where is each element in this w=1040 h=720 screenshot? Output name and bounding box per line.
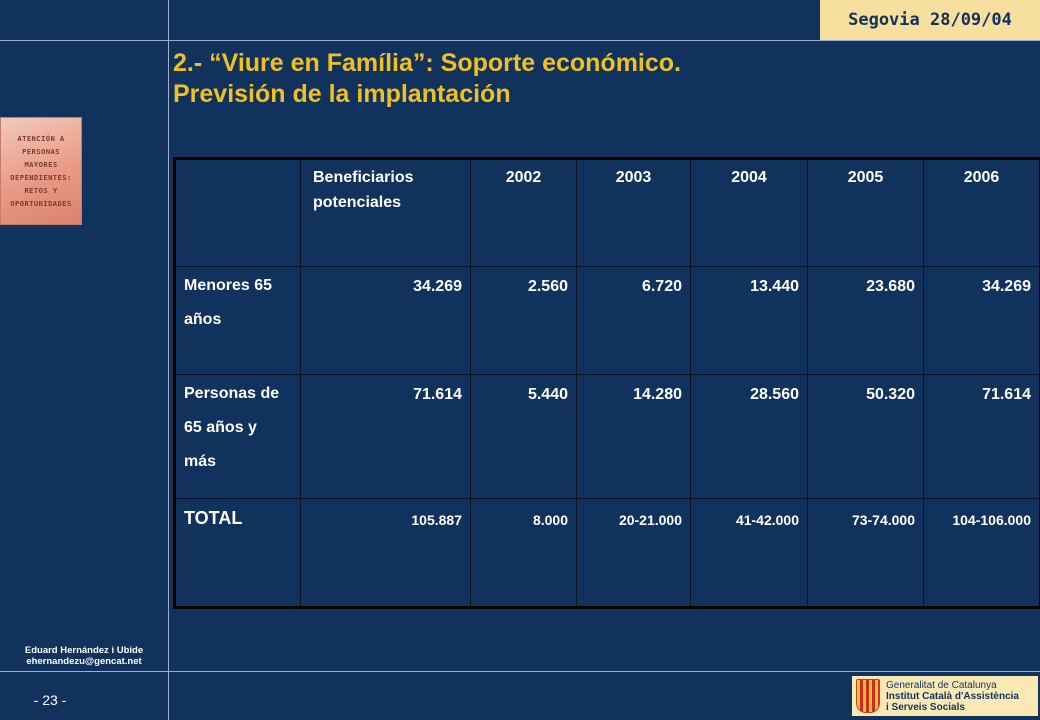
table-header-cell: 2006 [923, 158, 1040, 267]
table-cell: 8.000 [470, 498, 577, 608]
conference-logo: ATENCIÓN A PERSONAS MAYORES DEPENDIENTES… [0, 117, 82, 225]
conference-logo-line: ATENCIÓN A [17, 134, 65, 143]
table-row-total: TOTAL 105.887 8.000 20-21.000 41-42.000 … [174, 498, 1040, 608]
table-cell: 71.614 [923, 374, 1040, 499]
header-divider [0, 40, 1040, 41]
table-header-cell: 2005 [807, 158, 924, 267]
table-cell: 73-74.000 [807, 498, 924, 608]
table-header-cell: 2003 [576, 158, 691, 267]
slide-title-line2: Previsión de la implantación [173, 80, 511, 108]
slide-title: 2.- “Viure en Família”: Soporte económic… [173, 48, 973, 110]
footer-divider [0, 671, 1040, 672]
table-cell: 20-21.000 [576, 498, 691, 608]
date-badge: Segovia 28/09/04 [820, 0, 1040, 40]
table-header-row: Beneficiarios potenciales 2002 2003 2004… [174, 158, 1040, 267]
conference-logo-line: MAYORES [24, 160, 58, 169]
table-row: Personas de 65 años y más 71.614 5.440 1… [174, 374, 1040, 499]
table-cell: 23.680 [807, 266, 924, 375]
sidebar-divider [168, 0, 169, 720]
table-cell: 28.560 [690, 374, 808, 499]
author-name: Eduard Hernández i Ubide [24, 645, 144, 656]
table-cell: 6.720 [576, 266, 691, 375]
table-cell: 34.269 [923, 266, 1040, 375]
table-header-cell [174, 158, 301, 267]
row-label: TOTAL [174, 498, 301, 608]
conference-logo-line: DEPENDIENTES: [10, 173, 72, 182]
row-label: Menores 65 años [174, 266, 301, 375]
author-credit: Eduard Hernández i Ubide ehernandezu@gen… [0, 645, 168, 667]
catalan-shield-icon [856, 679, 880, 713]
conference-logo-line: PERSONAS [22, 147, 60, 156]
generalitat-logo: Generalitat de Catalunya Institut Català… [852, 676, 1038, 716]
table-cell: 105.887 [300, 498, 471, 608]
table-header-cell: Beneficiarios potenciales [300, 158, 471, 267]
table-cell: 14.280 [576, 374, 691, 499]
implementation-forecast-table: Beneficiarios potenciales 2002 2003 2004… [173, 157, 1040, 609]
table-cell: 41-42.000 [690, 498, 808, 608]
author-email: ehernandezu@gencat.net [26, 656, 142, 667]
table-cell: 34.269 [300, 266, 471, 375]
table-cell: 71.614 [300, 374, 471, 499]
conference-logo-line: RETOS Y [24, 186, 58, 195]
page-number: - 23 - [33, 692, 67, 708]
table-cell: 5.440 [470, 374, 577, 499]
table-cell: 13.440 [690, 266, 808, 375]
table-cell: 50.320 [807, 374, 924, 499]
row-label: Personas de 65 años y más [174, 374, 301, 499]
slide-title-line1: 2.- “Viure en Família”: Soporte económic… [173, 49, 681, 77]
generalitat-logo-line1: Generalitat de Catalunya [886, 679, 997, 691]
generalitat-logo-line3: i Serveis Socials [886, 701, 965, 713]
table-cell: 2.560 [470, 266, 577, 375]
conference-logo-line: OPORTUNIDADES [10, 199, 72, 208]
table-header-cell: 2002 [470, 158, 577, 267]
table-row: Menores 65 años 34.269 2.560 6.720 13.44… [174, 266, 1040, 375]
generalitat-logo-line2: Institut Català d'Assistència [886, 690, 1019, 702]
table-cell: 104-106.000 [923, 498, 1040, 608]
table-header-cell: 2004 [690, 158, 808, 267]
generalitat-logo-text: Generalitat de Catalunya Institut Català… [886, 680, 1019, 713]
